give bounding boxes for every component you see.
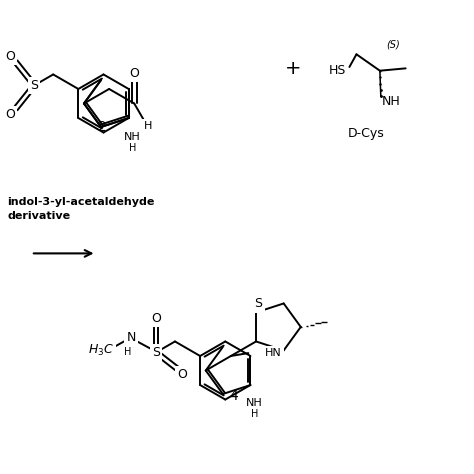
Text: HN: HN [265,348,282,358]
Text: N: N [126,331,136,344]
Text: O: O [151,312,161,325]
Text: $H_3C$: $H_3C$ [88,342,114,357]
Text: S: S [255,298,263,310]
Text: S: S [152,346,160,359]
Text: D-Cys: D-Cys [347,128,384,140]
Text: NH: NH [124,132,141,142]
Text: NH: NH [382,95,401,108]
Text: indol-3-yl-acetaldehyde: indol-3-yl-acetaldehyde [8,197,155,207]
Text: derivative: derivative [8,211,71,221]
Text: HS: HS [329,64,346,77]
Text: O: O [5,50,15,63]
Text: NH: NH [246,398,263,408]
Text: O: O [177,368,187,381]
Text: 4: 4 [229,389,238,403]
Text: H: H [129,144,136,154]
Text: H: H [124,347,131,357]
Text: S: S [30,79,38,92]
Text: (S): (S) [386,40,400,50]
Text: O: O [129,67,139,80]
Text: H: H [144,121,152,131]
Text: 2: 2 [98,120,107,134]
Text: +: + [285,59,301,78]
Text: H: H [250,409,258,419]
Text: O: O [5,108,15,121]
